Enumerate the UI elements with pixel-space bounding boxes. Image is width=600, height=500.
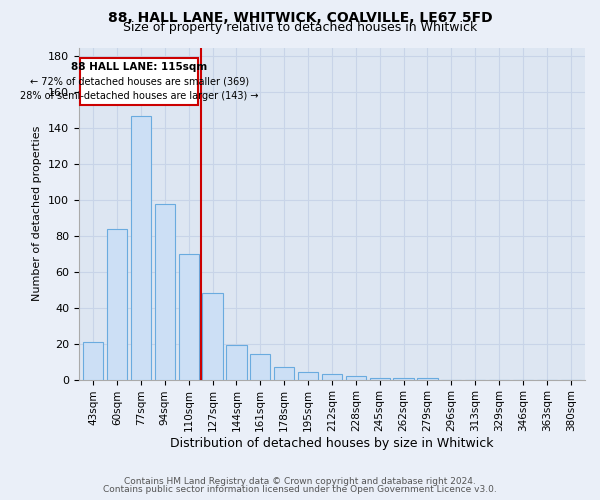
Bar	[250, 354, 271, 380]
FancyBboxPatch shape	[80, 58, 198, 105]
Text: Contains public sector information licensed under the Open Government Licence v3: Contains public sector information licen…	[103, 485, 497, 494]
Bar	[155, 204, 175, 380]
Y-axis label: Number of detached properties: Number of detached properties	[32, 126, 43, 301]
Bar	[417, 378, 437, 380]
Bar	[298, 372, 318, 380]
Text: Contains HM Land Registry data © Crown copyright and database right 2024.: Contains HM Land Registry data © Crown c…	[124, 477, 476, 486]
Text: ← 72% of detached houses are smaller (369): ← 72% of detached houses are smaller (36…	[29, 76, 249, 86]
Text: 28% of semi-detached houses are larger (143) →: 28% of semi-detached houses are larger (…	[20, 90, 259, 101]
Bar	[346, 376, 366, 380]
Bar	[274, 367, 295, 380]
Text: 88 HALL LANE: 115sqm: 88 HALL LANE: 115sqm	[71, 62, 207, 72]
Bar	[394, 378, 414, 380]
Text: 88, HALL LANE, WHITWICK, COALVILLE, LE67 5FD: 88, HALL LANE, WHITWICK, COALVILLE, LE67…	[107, 11, 493, 25]
Bar	[226, 346, 247, 380]
Bar	[107, 229, 127, 380]
Bar	[83, 342, 103, 380]
X-axis label: Distribution of detached houses by size in Whitwick: Distribution of detached houses by size …	[170, 437, 494, 450]
Bar	[131, 116, 151, 380]
Bar	[179, 254, 199, 380]
Text: Size of property relative to detached houses in Whitwick: Size of property relative to detached ho…	[123, 21, 477, 34]
Bar	[370, 378, 390, 380]
Bar	[322, 374, 342, 380]
Bar	[202, 294, 223, 380]
